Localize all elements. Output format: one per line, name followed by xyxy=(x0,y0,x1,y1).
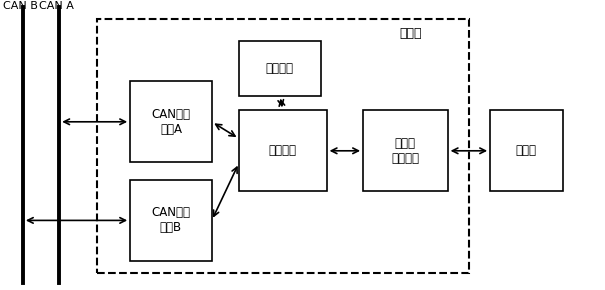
Text: 存储单元: 存储单元 xyxy=(266,62,294,75)
Bar xyxy=(97,19,469,273)
Bar xyxy=(239,110,327,191)
Text: 微控制器: 微控制器 xyxy=(269,144,297,157)
Text: 上位机: 上位机 xyxy=(516,144,537,157)
Bar xyxy=(363,110,448,191)
Text: CAN A: CAN A xyxy=(39,1,74,11)
Bar xyxy=(239,41,321,96)
Bar xyxy=(130,81,212,162)
Bar xyxy=(130,180,212,261)
Bar xyxy=(490,110,563,191)
Text: 下位机: 下位机 xyxy=(399,27,422,40)
Text: CAN B: CAN B xyxy=(3,1,38,11)
Text: 以太网
通信单元: 以太网 通信单元 xyxy=(391,137,419,165)
Text: CAN通信
单元A: CAN通信 单元A xyxy=(151,108,191,136)
Text: CAN通信
单元B: CAN通信 单元B xyxy=(151,206,191,234)
